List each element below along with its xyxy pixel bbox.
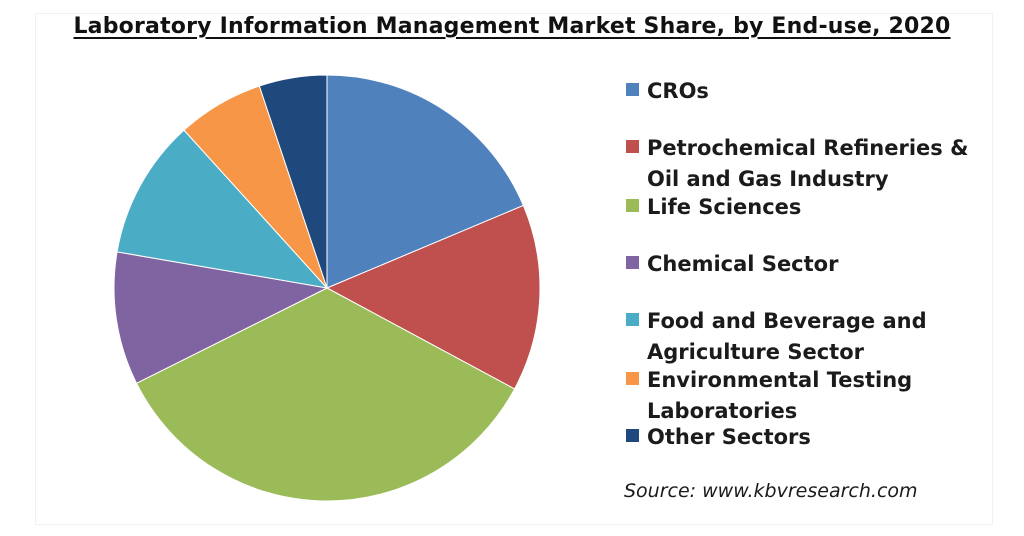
pie-slice-6	[258, 74, 328, 289]
legend-label: Food and Beverage and Agriculture Sector	[647, 309, 927, 364]
legend-item: Environmental Testing Laboratories	[626, 365, 1003, 427]
legend-item: Chemical Sector	[626, 249, 1003, 280]
chart-title: Laboratory Information Management Market…	[73, 14, 951, 39]
legend-swatch	[626, 372, 639, 385]
legend-item: Other Sectors	[626, 422, 1003, 453]
legend-label: Other Sectors	[647, 425, 811, 449]
legend-item: Food and Beverage and Agriculture Sector	[626, 306, 1003, 368]
legend-item: Life Sciences	[626, 192, 1003, 223]
legend-label: Chemical Sector	[647, 252, 839, 276]
legend-swatch	[626, 313, 639, 326]
legend-swatch	[626, 429, 639, 442]
pie-slice-0	[326, 74, 525, 289]
legend-swatch	[626, 83, 639, 96]
legend-swatch	[626, 140, 639, 153]
legend-item: CROs	[626, 76, 1003, 107]
pie-slice-4	[116, 129, 329, 289]
pie-slice-1	[325, 204, 541, 390]
legend-item: Petrochemical Refineries & Oil and Gas I…	[626, 133, 1003, 195]
legend-swatch	[626, 256, 639, 269]
legend-label: Petrochemical Refineries & Oil and Gas I…	[647, 136, 969, 191]
source-note: Source: www.kbvresearch.com	[624, 480, 918, 502]
legend-label: CROs	[647, 79, 709, 103]
legend-swatch	[626, 199, 639, 212]
pie-slice-3	[113, 251, 329, 384]
legend-label: Life Sciences	[647, 195, 802, 219]
pie-slice-2	[135, 287, 516, 502]
legend-label: Environmental Testing Laboratories	[647, 368, 913, 423]
